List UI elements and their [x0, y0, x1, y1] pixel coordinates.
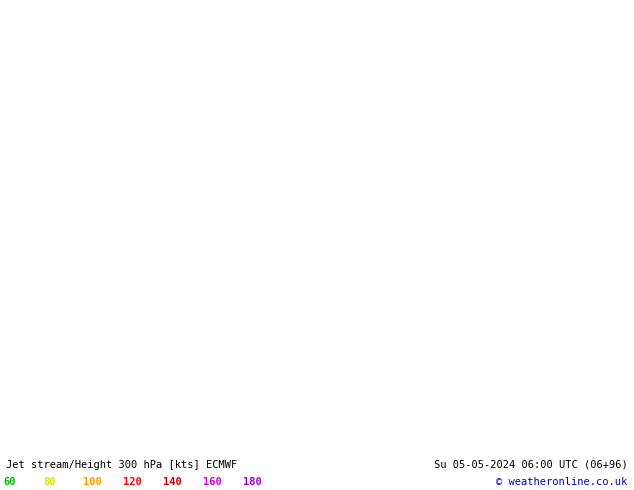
Text: 180: 180 — [243, 477, 262, 487]
Text: 100: 100 — [83, 477, 102, 487]
Text: 60: 60 — [3, 477, 16, 487]
Text: © weatheronline.co.uk: © weatheronline.co.uk — [496, 477, 628, 487]
Text: Jet stream/Height 300 hPa [kts] ECMWF: Jet stream/Height 300 hPa [kts] ECMWF — [6, 460, 238, 470]
Text: 140: 140 — [163, 477, 182, 487]
Text: 80: 80 — [43, 477, 56, 487]
Text: 120: 120 — [123, 477, 142, 487]
Text: Su 05-05-2024 06:00 UTC (06+96): Su 05-05-2024 06:00 UTC (06+96) — [434, 460, 628, 470]
Text: 160: 160 — [203, 477, 222, 487]
